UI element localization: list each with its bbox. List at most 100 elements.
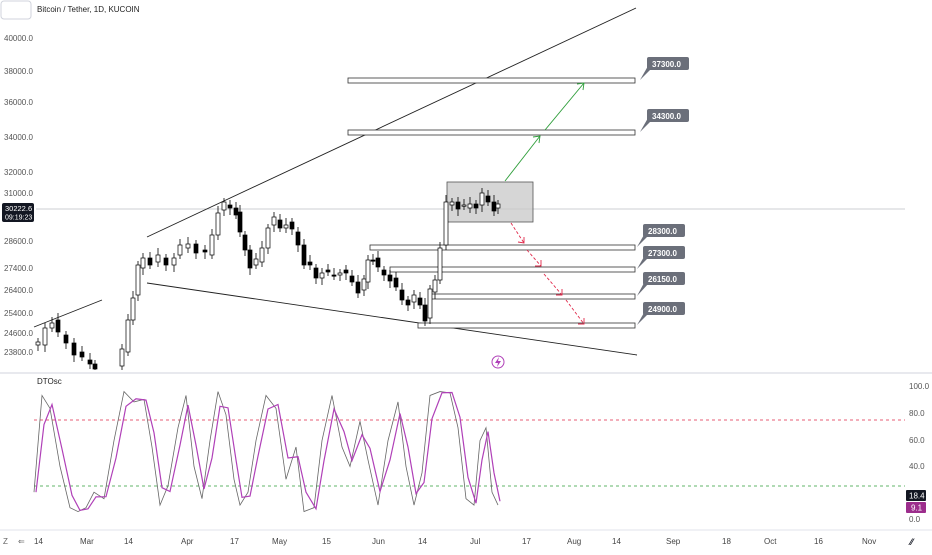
time-tick: Sep	[666, 537, 681, 546]
level-label-27300: 27300.0	[648, 249, 677, 258]
candle-body	[215, 212, 221, 236]
osc-value-2: 9.1	[911, 504, 923, 513]
lower-trendline[interactable]	[146, 282, 638, 356]
candle-body	[227, 204, 233, 209]
time-tick: 17	[522, 537, 531, 546]
red-arrow-2[interactable]	[526, 249, 542, 267]
trendlines[interactable]	[33, 7, 638, 356]
symbol-title: Bitcoin / Tether, 1D, KUCOIN	[37, 5, 140, 14]
candle-body	[355, 281, 361, 294]
candle-body	[125, 319, 131, 353]
candle-body	[473, 203, 479, 209]
candle-body	[55, 319, 61, 333]
candle-body	[449, 201, 455, 206]
candle-body	[177, 244, 183, 256]
candle-body	[417, 297, 423, 306]
candle-body	[443, 201, 449, 246]
time-tick: Jul	[470, 537, 480, 546]
candle-body	[349, 275, 355, 283]
zoom-icon[interactable]: Z	[3, 537, 8, 546]
price-tick: 27400.0	[4, 264, 33, 273]
osc-value-1: 18.4	[909, 492, 925, 501]
left-trendline[interactable]	[33, 299, 103, 328]
time-tick: 14	[418, 537, 427, 546]
candle-body	[361, 278, 367, 291]
time-tick: 14	[612, 537, 621, 546]
candle-body	[63, 334, 69, 344]
candle-body	[381, 269, 387, 276]
price-tick: 24600.0	[4, 329, 33, 338]
osc-tick: 60.0	[909, 436, 925, 445]
candle-body	[237, 211, 243, 233]
candle-body	[325, 269, 331, 273]
current-price-value: 30222.6	[5, 204, 32, 213]
level-labels: 37300.0 34300.0 28300.0 27300.0 26150.0 …	[637, 57, 689, 325]
time-tick: May	[272, 537, 287, 546]
price-tick: 40000.0	[4, 34, 33, 43]
candle-body	[277, 219, 283, 229]
countdown-timer: 09:19:23	[5, 215, 32, 222]
candle-body	[92, 363, 98, 370]
candle-body	[313, 267, 319, 279]
bullish-arrows[interactable]	[504, 82, 585, 182]
candle-body	[399, 289, 405, 301]
time-tick: 14	[34, 537, 43, 546]
price-tick: 32000.0	[4, 168, 33, 177]
candle-body	[185, 243, 191, 249]
oscillator-fast-line	[33, 390, 499, 513]
green-arrowhead-2	[576, 82, 585, 91]
candle-body	[242, 234, 248, 251]
time-tick: Mar	[80, 537, 94, 546]
bearish-arrows[interactable]	[510, 222, 585, 325]
time-axis: 14 Mar 14 Apr 17 May 15 Jun 14 Jul 17 Au…	[34, 537, 876, 546]
candle-body	[140, 257, 146, 269]
red-arrow-4[interactable]	[565, 299, 585, 325]
candle-body	[283, 224, 289, 229]
level-band-28300[interactable]	[369, 244, 636, 251]
candle-body	[135, 264, 141, 296]
candle-body	[171, 257, 177, 266]
time-tick: 15	[322, 537, 331, 546]
candle-body	[221, 201, 227, 211]
candle-body	[253, 258, 259, 266]
candle-body	[289, 221, 295, 230]
green-arrow-1[interactable]	[504, 135, 541, 182]
level-bands[interactable]	[347, 77, 636, 329]
top-left-box[interactable]	[0, 0, 32, 20]
candle-body	[49, 322, 55, 329]
level-band-34300[interactable]	[347, 129, 636, 136]
price-tick: 23800.0	[4, 348, 33, 357]
time-tick: Jun	[372, 537, 385, 546]
lightning-icon[interactable]	[491, 355, 505, 369]
candle-body	[193, 243, 199, 254]
time-tick: 17	[230, 537, 239, 546]
red-arrow-3[interactable]	[543, 273, 563, 296]
candle-body	[42, 327, 48, 346]
candle-body	[467, 203, 473, 209]
price-tick: 26400.0	[4, 286, 33, 295]
candle-body	[155, 254, 161, 263]
upper-trendline[interactable]	[146, 7, 637, 238]
candle-body	[455, 201, 461, 210]
time-tick: Apr	[181, 537, 194, 546]
level-band-27300[interactable]	[389, 266, 636, 273]
red-arrow-1[interactable]	[510, 222, 525, 244]
tradingview-logo-icon: ⁄⁄	[908, 537, 916, 547]
green-arrowhead-1	[532, 135, 541, 144]
candlestick-series	[35, 188, 501, 370]
level-band-37300[interactable]	[347, 77, 636, 84]
level-band-26150[interactable]	[429, 293, 636, 300]
candle-body	[247, 249, 253, 269]
candle-body	[405, 299, 411, 306]
level-band-24900[interactable]	[417, 322, 636, 329]
price-tick: 25400.0	[4, 309, 33, 318]
candle-body	[265, 227, 271, 249]
level-label-34300: 34300.0	[652, 112, 681, 121]
candle-body	[461, 204, 467, 207]
green-arrow-2[interactable]	[544, 82, 585, 131]
candle-body	[259, 247, 265, 263]
time-tick: Oct	[764, 537, 777, 546]
candle-body	[209, 234, 215, 256]
go-to-icon[interactable]: ⇐	[18, 537, 25, 546]
